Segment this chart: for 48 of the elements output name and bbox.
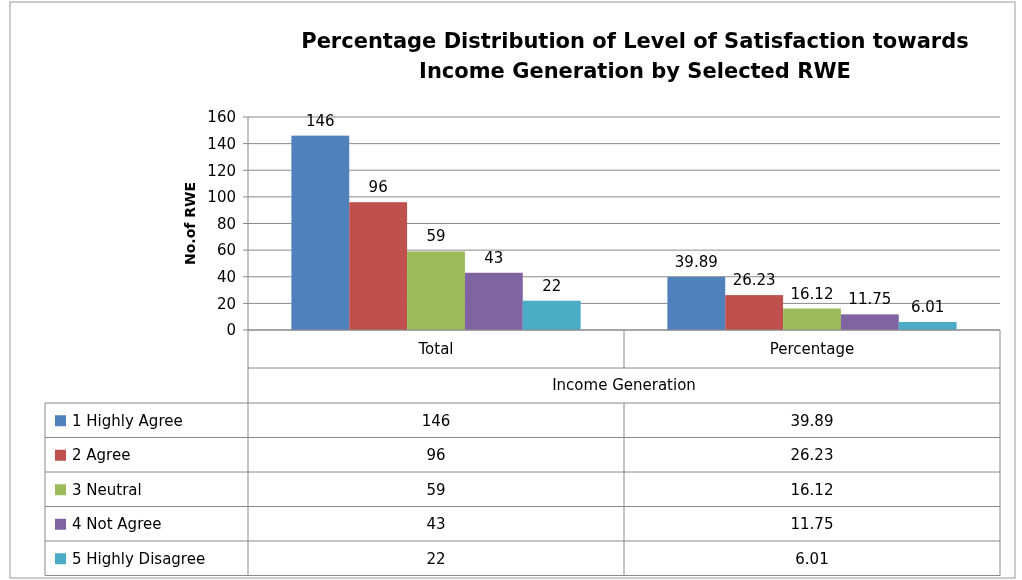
y-tick-label: 100: [207, 188, 236, 207]
bar: [291, 135, 350, 330]
y-tick-label: 80: [216, 214, 236, 233]
data-label: 146: [421, 411, 451, 430]
data-label: 22: [426, 549, 446, 568]
x-tick-label: Total: [417, 340, 454, 359]
chart-title: Percentage Distribution of Level of Satisfaction towards Income Generation by Selected RWE: [301, 29, 969, 83]
annotation: 22: [542, 276, 562, 295]
legend-label: 5 Highly Disagree: [72, 549, 206, 568]
bar: [725, 295, 784, 330]
bar: [407, 251, 465, 330]
data-label: 11.75: [790, 515, 834, 533]
data-label: 96: [426, 446, 446, 464]
bar: [667, 276, 726, 330]
data-label: 26.23: [790, 446, 834, 464]
annotation: 26.23: [732, 271, 776, 290]
annotation: 39.89: [674, 252, 718, 271]
annotation: 16.12: [790, 284, 834, 303]
x-tick-label: Percentage: [769, 340, 855, 359]
bar: [840, 314, 899, 330]
data-label: 43: [426, 515, 446, 533]
legend-label: 4 Not Agree: [72, 515, 162, 533]
bar: [349, 202, 408, 330]
y-tick-label: 40: [216, 268, 236, 286]
data-label: 6.01: [795, 549, 829, 568]
bar: [783, 308, 841, 330]
y-tick-label: 0: [226, 321, 236, 340]
bar: [522, 300, 581, 330]
bar: [464, 272, 523, 330]
annotation: 146: [305, 111, 335, 130]
annotation: 6.01: [910, 298, 945, 316]
annotation: 11.75: [848, 290, 892, 309]
data-label: 16.12: [790, 480, 834, 499]
y-tick-label: 140: [207, 134, 236, 153]
legend-label: 2 Agree: [72, 446, 131, 464]
y-tick-label: 160: [207, 108, 236, 127]
y-tick-label: 60: [216, 241, 236, 260]
annotation: 96: [368, 178, 388, 197]
y-axis-title: No.of RWE: [182, 181, 198, 266]
legend-label: 1 Highly Agree: [72, 411, 183, 430]
legend-label: 3 Neutral: [72, 480, 142, 499]
annotation: 43: [484, 248, 504, 267]
data-label: 59: [426, 480, 446, 499]
annotation: 59: [426, 227, 446, 246]
y-tick-label: 20: [216, 294, 236, 313]
y-tick-label: 120: [207, 161, 236, 180]
data-label: 39.89: [790, 411, 834, 430]
x-axis-title: Income Generation: [552, 376, 696, 395]
